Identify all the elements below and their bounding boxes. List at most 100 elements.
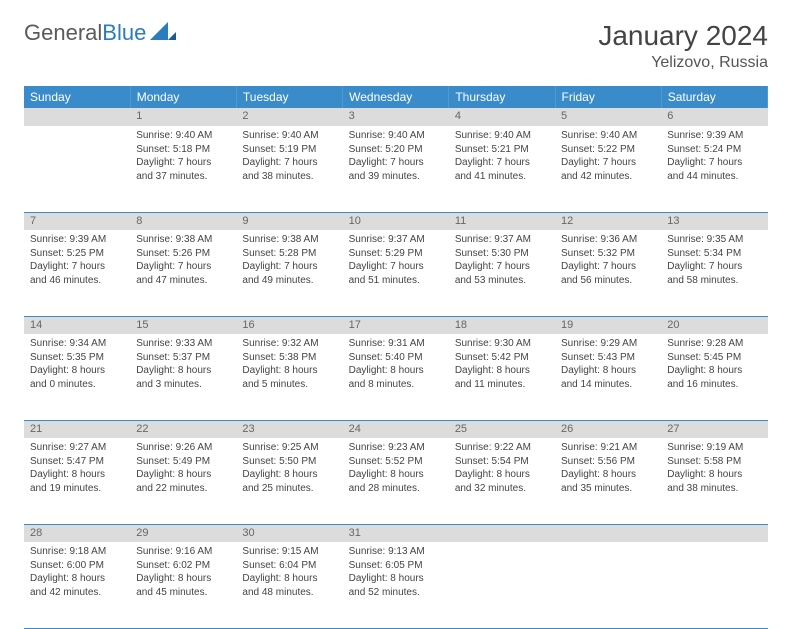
day-number: 23 xyxy=(236,420,342,438)
daylight-line: and 51 minutes. xyxy=(349,274,443,288)
day-cell: Sunrise: 9:39 AMSunset: 5:25 PMDaylight:… xyxy=(24,230,130,316)
day-cell xyxy=(449,542,555,628)
sunset-line: Sunset: 5:47 PM xyxy=(30,455,124,469)
day-cell: Sunrise: 9:25 AMSunset: 5:50 PMDaylight:… xyxy=(236,438,342,524)
brand-logo: GeneralBlue xyxy=(24,20,176,46)
day-details-row: Sunrise: 9:39 AMSunset: 5:25 PMDaylight:… xyxy=(24,230,768,316)
sunset-line: Sunset: 5:52 PM xyxy=(349,455,443,469)
day-details: Sunrise: 9:38 AMSunset: 5:28 PMDaylight:… xyxy=(236,230,342,291)
daylight-line: and 19 minutes. xyxy=(30,482,124,496)
day-number-row: 21222324252627 xyxy=(24,420,768,438)
daylight-line: and 39 minutes. xyxy=(349,170,443,184)
day-header: Saturday xyxy=(661,86,767,108)
sunrise-line: Sunrise: 9:22 AM xyxy=(455,441,549,455)
day-details: Sunrise: 9:23 AMSunset: 5:52 PMDaylight:… xyxy=(343,438,449,499)
daylight-line: Daylight: 8 hours xyxy=(30,572,124,586)
day-details: Sunrise: 9:40 AMSunset: 5:18 PMDaylight:… xyxy=(130,126,236,187)
day-cell: Sunrise: 9:37 AMSunset: 5:30 PMDaylight:… xyxy=(449,230,555,316)
day-details: Sunrise: 9:39 AMSunset: 5:24 PMDaylight:… xyxy=(661,126,767,187)
daylight-line: Daylight: 7 hours xyxy=(667,156,761,170)
sunset-line: Sunset: 5:49 PM xyxy=(136,455,230,469)
sunrise-line: Sunrise: 9:23 AM xyxy=(349,441,443,455)
day-cell: Sunrise: 9:15 AMSunset: 6:04 PMDaylight:… xyxy=(236,542,342,628)
sunrise-line: Sunrise: 9:21 AM xyxy=(561,441,655,455)
day-header: Wednesday xyxy=(343,86,449,108)
sunrise-line: Sunrise: 9:15 AM xyxy=(242,545,336,559)
sunrise-line: Sunrise: 9:40 AM xyxy=(349,129,443,143)
day-cell: Sunrise: 9:40 AMSunset: 5:22 PMDaylight:… xyxy=(555,126,661,212)
day-details-row: Sunrise: 9:40 AMSunset: 5:18 PMDaylight:… xyxy=(24,126,768,212)
daylight-line: and 3 minutes. xyxy=(136,378,230,392)
day-cell: Sunrise: 9:19 AMSunset: 5:58 PMDaylight:… xyxy=(661,438,767,524)
sunset-line: Sunset: 5:38 PM xyxy=(242,351,336,365)
sunrise-line: Sunrise: 9:16 AM xyxy=(136,545,230,559)
day-number-row: 14151617181920 xyxy=(24,316,768,334)
day-number: 6 xyxy=(661,108,767,126)
sunrise-line: Sunrise: 9:28 AM xyxy=(667,337,761,351)
day-details: Sunrise: 9:21 AMSunset: 5:56 PMDaylight:… xyxy=(555,438,661,499)
day-cell: Sunrise: 9:33 AMSunset: 5:37 PMDaylight:… xyxy=(130,334,236,420)
daylight-line: and 53 minutes. xyxy=(455,274,549,288)
daylight-line: Daylight: 7 hours xyxy=(349,156,443,170)
day-number-row: 123456 xyxy=(24,108,768,126)
day-details: Sunrise: 9:38 AMSunset: 5:26 PMDaylight:… xyxy=(130,230,236,291)
sunrise-line: Sunrise: 9:40 AM xyxy=(242,129,336,143)
day-number: 12 xyxy=(555,212,661,230)
day-number-row: 78910111213 xyxy=(24,212,768,230)
sunset-line: Sunset: 5:30 PM xyxy=(455,247,549,261)
day-cell xyxy=(555,542,661,628)
daylight-line: Daylight: 7 hours xyxy=(667,260,761,274)
daylight-line: and 16 minutes. xyxy=(667,378,761,392)
day-number: 28 xyxy=(24,524,130,542)
day-cell: Sunrise: 9:13 AMSunset: 6:05 PMDaylight:… xyxy=(343,542,449,628)
sunset-line: Sunset: 5:18 PM xyxy=(136,143,230,157)
sunset-line: Sunset: 5:29 PM xyxy=(349,247,443,261)
sunrise-line: Sunrise: 9:38 AM xyxy=(242,233,336,247)
day-cell: Sunrise: 9:38 AMSunset: 5:26 PMDaylight:… xyxy=(130,230,236,316)
day-cell: Sunrise: 9:36 AMSunset: 5:32 PMDaylight:… xyxy=(555,230,661,316)
daylight-line: Daylight: 8 hours xyxy=(136,572,230,586)
daylight-line: Daylight: 8 hours xyxy=(455,364,549,378)
sunset-line: Sunset: 6:02 PM xyxy=(136,559,230,573)
sunrise-line: Sunrise: 9:33 AM xyxy=(136,337,230,351)
day-cell: Sunrise: 9:40 AMSunset: 5:18 PMDaylight:… xyxy=(130,126,236,212)
day-number-row: 28293031 xyxy=(24,524,768,542)
day-details: Sunrise: 9:33 AMSunset: 5:37 PMDaylight:… xyxy=(130,334,236,395)
daylight-line: Daylight: 7 hours xyxy=(136,156,230,170)
sunset-line: Sunset: 5:42 PM xyxy=(455,351,549,365)
sunrise-line: Sunrise: 9:18 AM xyxy=(30,545,124,559)
day-details: Sunrise: 9:40 AMSunset: 5:22 PMDaylight:… xyxy=(555,126,661,187)
day-header: Friday xyxy=(555,86,661,108)
day-details: Sunrise: 9:25 AMSunset: 5:50 PMDaylight:… xyxy=(236,438,342,499)
daylight-line: and 0 minutes. xyxy=(30,378,124,392)
day-cell xyxy=(24,126,130,212)
daylight-line: and 28 minutes. xyxy=(349,482,443,496)
day-number: 2 xyxy=(236,108,342,126)
day-details: Sunrise: 9:29 AMSunset: 5:43 PMDaylight:… xyxy=(555,334,661,395)
daylight-line: and 42 minutes. xyxy=(561,170,655,184)
sunset-line: Sunset: 5:40 PM xyxy=(349,351,443,365)
sunrise-line: Sunrise: 9:30 AM xyxy=(455,337,549,351)
sunrise-line: Sunrise: 9:34 AM xyxy=(30,337,124,351)
day-details: Sunrise: 9:32 AMSunset: 5:38 PMDaylight:… xyxy=(236,334,342,395)
daylight-line: Daylight: 7 hours xyxy=(349,260,443,274)
sunrise-line: Sunrise: 9:37 AM xyxy=(455,233,549,247)
day-number: 22 xyxy=(130,420,236,438)
daylight-line: and 41 minutes. xyxy=(455,170,549,184)
day-header-row: Sunday Monday Tuesday Wednesday Thursday… xyxy=(24,86,768,108)
sunrise-line: Sunrise: 9:35 AM xyxy=(667,233,761,247)
day-details-row: Sunrise: 9:18 AMSunset: 6:00 PMDaylight:… xyxy=(24,542,768,628)
daylight-line: and 5 minutes. xyxy=(242,378,336,392)
day-cell: Sunrise: 9:40 AMSunset: 5:19 PMDaylight:… xyxy=(236,126,342,212)
day-details: Sunrise: 9:18 AMSunset: 6:00 PMDaylight:… xyxy=(24,542,130,603)
sunrise-line: Sunrise: 9:13 AM xyxy=(349,545,443,559)
day-number: 27 xyxy=(661,420,767,438)
day-cell: Sunrise: 9:34 AMSunset: 5:35 PMDaylight:… xyxy=(24,334,130,420)
daylight-line: Daylight: 8 hours xyxy=(242,572,336,586)
sunset-line: Sunset: 5:50 PM xyxy=(242,455,336,469)
sunrise-line: Sunrise: 9:31 AM xyxy=(349,337,443,351)
day-cell: Sunrise: 9:32 AMSunset: 5:38 PMDaylight:… xyxy=(236,334,342,420)
daylight-line: Daylight: 8 hours xyxy=(667,364,761,378)
sunrise-line: Sunrise: 9:29 AM xyxy=(561,337,655,351)
day-details: Sunrise: 9:36 AMSunset: 5:32 PMDaylight:… xyxy=(555,230,661,291)
